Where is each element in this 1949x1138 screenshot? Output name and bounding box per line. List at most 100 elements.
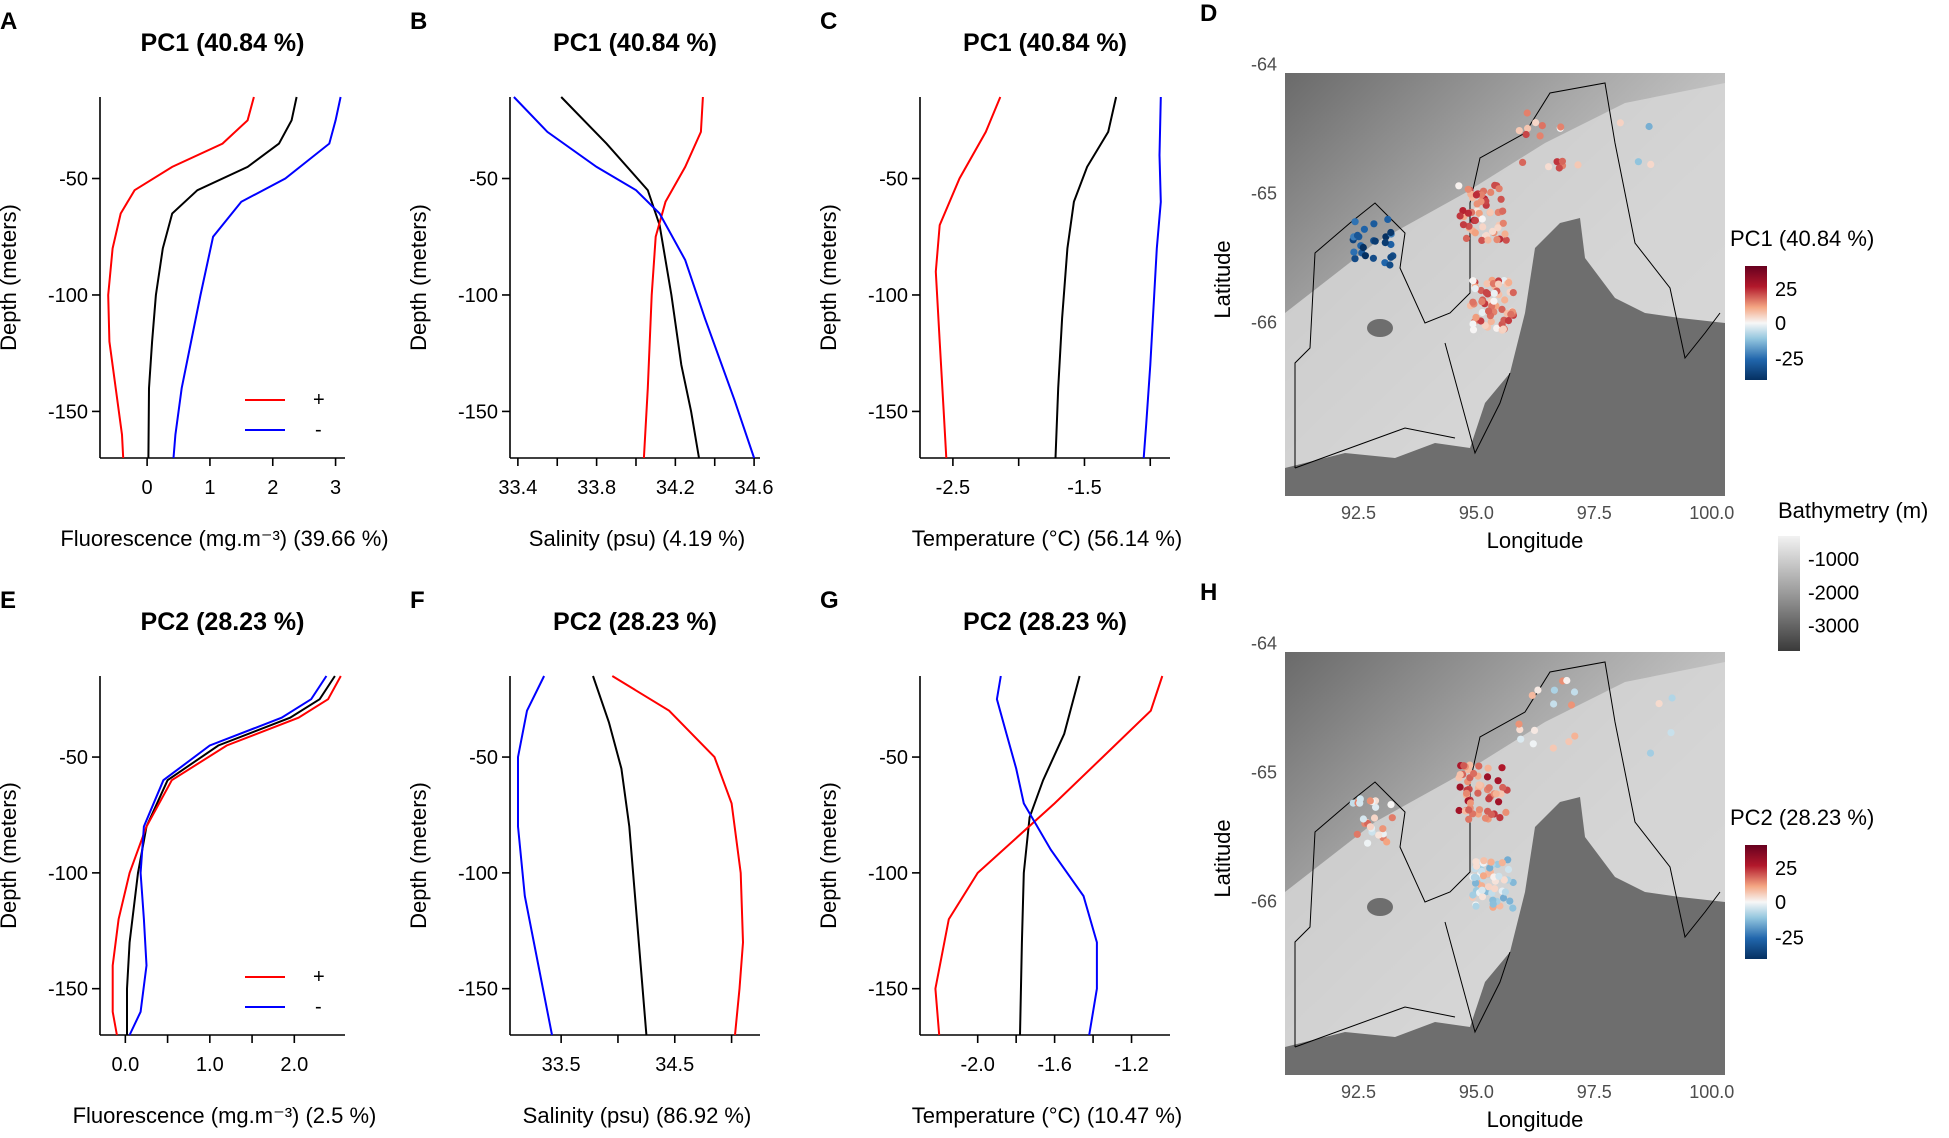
sample-point [1369,254,1377,262]
map-y-axis-label: Latitude [1210,240,1235,318]
map-x-tick-label: 100.0 [1689,1082,1734,1102]
sample-point [1500,876,1508,884]
bathymetry-tick-label: -2000 [1808,582,1859,604]
colorbar-tick-label: 25 [1775,279,1797,301]
sample-point [1366,823,1374,831]
x-tick-label: 33.4 [498,477,537,499]
sample-point [1372,803,1380,811]
sample-point [1504,865,1513,874]
sample-point [1523,109,1531,117]
map-y-tick-label: -64 [1251,55,1277,75]
sample-point [1370,220,1378,228]
sample-point [1478,215,1486,223]
x-tick-label: -2.5 [936,477,970,499]
sample-point [1359,243,1367,252]
sample-point [1470,873,1478,882]
sample-point [1499,325,1507,333]
map-x-axis-label: Longitude [1487,528,1584,553]
sample-point [1647,160,1655,168]
sample-point [1474,789,1482,797]
sample-point [1524,124,1532,132]
sample-point [1366,797,1374,805]
sample-point [1565,738,1573,746]
sample-point [1485,784,1493,792]
x-tick-label: 2 [267,477,278,499]
sample-point [1491,885,1499,893]
panel-title: PC2 (28.23 %) [553,608,717,636]
series-line-pos [642,96,704,459]
sample-point [1634,158,1642,166]
sample-point [1469,320,1477,328]
sample-point [1515,720,1523,728]
panel-letter: A [0,8,17,35]
sample-point [1557,123,1565,131]
sample-point [1655,700,1663,708]
y-tick-label: -150 [458,979,498,1001]
sample-point [1487,810,1496,819]
sample-point [1563,676,1571,685]
y-tick-label: -50 [469,169,498,191]
colorbar-title: PC2 (28.23 %) [1730,805,1874,830]
sample-point [1386,261,1394,269]
sample-point [1477,191,1486,199]
map-x-tick-label: 92.5 [1341,503,1376,523]
x-tick-label: 1 [204,477,215,499]
sample-point [1501,230,1509,238]
legend-neg-label: - [315,419,322,441]
sample-point [1529,740,1537,748]
series-line-mean [126,675,336,1035]
sample-point [1472,902,1480,910]
sample-point [1481,814,1490,822]
sample-point [1351,218,1359,226]
sample-point [1481,321,1489,330]
sample-point [1456,212,1464,220]
sample-point [1483,280,1491,288]
series-line-pos [611,675,745,1036]
sample-point [1350,248,1358,256]
bathymetry-legend: Bathymetry (m) -1000 -2000 -3000 [1778,498,1928,651]
series-line-pos [107,96,255,459]
sample-point [1479,223,1487,231]
x-tick-label: -1.6 [1037,1054,1071,1076]
sample-point [1478,236,1486,244]
sample-point [1499,219,1507,227]
panel-f: F PC2 (28.23 %) -50 -100 -150 33.5 34.5 Salinit… [406,587,760,1128]
sample-point [1558,157,1566,165]
sample-point [1472,879,1480,887]
sample-point [1509,904,1517,912]
y-tick-label: -150 [48,401,88,423]
sample-point [1469,298,1477,306]
colorbar [1745,845,1767,959]
sample-point [1550,700,1558,708]
sample-point [1456,771,1464,779]
x-axis-label: Salinity (psu) (4.19 %) [529,526,745,551]
sample-point [1574,161,1582,169]
sample-point [1465,815,1473,823]
x-tick-label: 2.0 [280,1054,308,1076]
sample-point [1504,856,1512,864]
sample-point [1501,888,1509,896]
panel-letter: G [820,587,839,614]
sample-point [1465,222,1473,230]
colorbar-tick-label: 0 [1775,892,1786,914]
sample-point [1504,317,1513,325]
y-tick-label: -100 [48,285,88,307]
x-tick-label: 0 [142,477,153,499]
sample-point [1509,878,1517,887]
sample-point [1485,795,1493,803]
y-tick-label: -150 [48,979,88,1001]
sample-point [1494,280,1503,288]
colorbar-tick-label: 25 [1775,858,1797,880]
sample-point [1478,893,1487,901]
sample-point [1550,686,1558,694]
map-d: D 92.5 95.0 97.5 100.0 -64 -65 -66 Longitude Lati… [1200,0,1874,553]
map-x-axis-label: Longitude [1487,1107,1584,1132]
x-tick-label: 33.5 [542,1054,581,1076]
series-line-mean [1019,675,1081,1036]
sample-point [1387,228,1395,237]
sample-point [1475,762,1483,770]
legend-pos-label: + [313,389,325,411]
sample-point [1388,814,1396,822]
sample-point [1478,308,1486,317]
sample-point [1496,814,1504,822]
